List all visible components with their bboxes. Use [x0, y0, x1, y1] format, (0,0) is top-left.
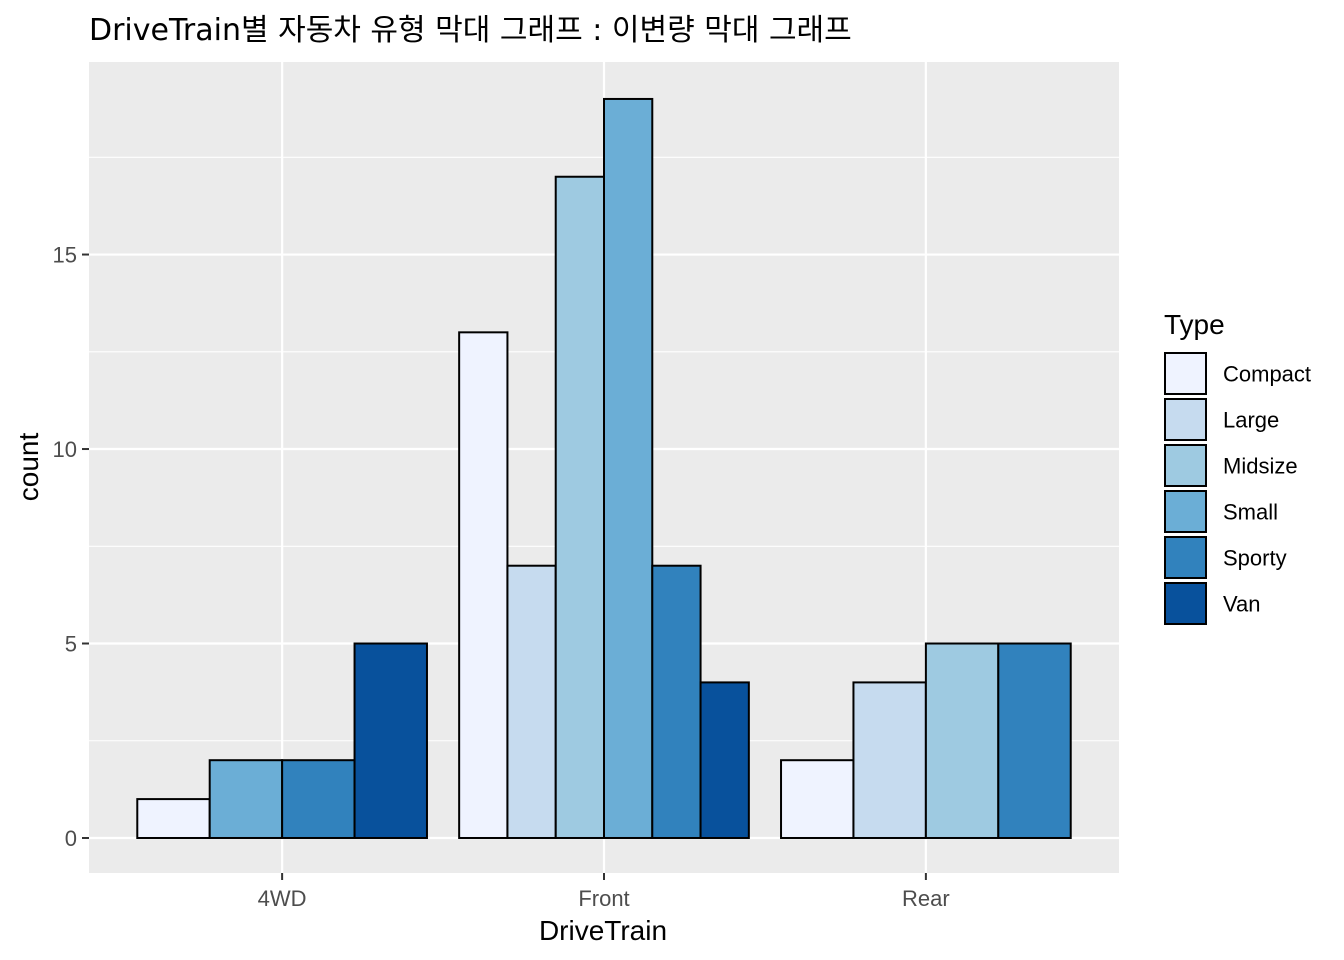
bar-rear-sporty — [997, 642, 1072, 839]
bar-front-compact — [458, 331, 509, 839]
y-tick-label: 10 — [53, 437, 77, 462]
bar-4wd-compact — [136, 798, 211, 839]
x-tick-label: Rear — [902, 886, 950, 911]
bar-rear-compact — [780, 759, 855, 839]
bar-rear-midsize — [924, 642, 1000, 839]
legend-label-small: Small — [1223, 500, 1278, 525]
y-tick-label: 0 — [65, 826, 77, 851]
legend-title: Type — [1164, 309, 1225, 340]
legend-label-sporty: Sporty — [1223, 546, 1287, 571]
y-axis-title: count — [13, 433, 44, 502]
bar-4wd-sporty — [281, 759, 356, 839]
legend-label-compact: Compact — [1223, 362, 1311, 387]
legend: Type Compact Large Midsize Small Sporty Van — [1164, 309, 1311, 625]
bar-front-van — [699, 681, 750, 839]
chart-title: DriveTrain별 자동차 유형 막대 그래프 : 이변량 막대 그래프 — [89, 13, 852, 48]
legend-label-van: Van — [1223, 592, 1261, 617]
bar-4wd-van — [353, 642, 428, 839]
x-axis-title: DriveTrain — [539, 915, 667, 946]
bar-front-sporty — [651, 564, 702, 839]
legend-swatch-large — [1164, 398, 1207, 441]
x-tick-label: Front — [578, 886, 629, 911]
x-tick-label: 4WD — [258, 886, 307, 911]
y-axis: 0 5 10 15 — [53, 243, 89, 851]
y-tick-label: 15 — [53, 243, 77, 268]
legend-swatch-van — [1164, 582, 1207, 625]
bars — [136, 97, 1072, 839]
x-axis: 4WD Front Rear — [258, 873, 950, 911]
legend-swatch-compact — [1164, 352, 1207, 395]
legend-swatch-small — [1164, 490, 1207, 533]
bar-front-midsize — [554, 175, 605, 839]
legend-label-midsize: Midsize — [1223, 454, 1298, 479]
bar-front-small — [603, 97, 654, 839]
legend-label-large: Large — [1223, 408, 1279, 433]
bar-rear-large — [852, 681, 927, 839]
legend-swatch-sporty — [1164, 536, 1207, 579]
y-tick-label: 5 — [65, 632, 77, 657]
legend-swatch-midsize — [1164, 444, 1207, 487]
bar-front-large — [506, 564, 557, 839]
bar-4wd-small — [208, 759, 284, 839]
